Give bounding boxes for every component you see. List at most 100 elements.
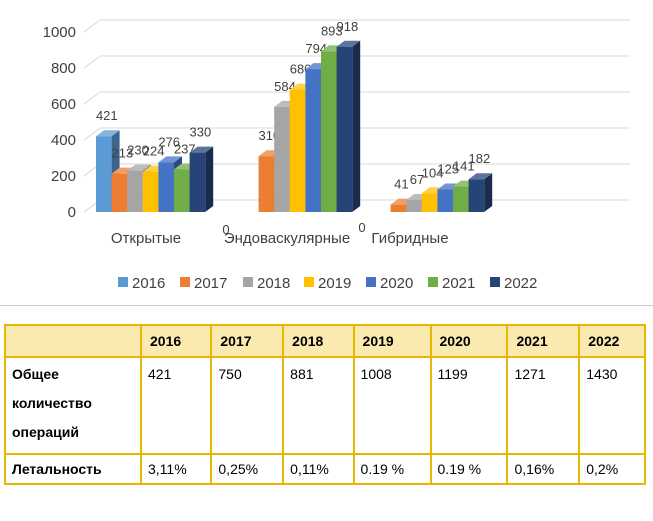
data-label: 141 [453, 159, 475, 174]
legend-label: 2020 [380, 275, 413, 292]
data-label: 104 [422, 165, 444, 180]
bar-top [96, 130, 120, 137]
table-cell: 1008 [352, 356, 432, 455]
table-cell: 0,25% [210, 453, 285, 485]
table-header-cell: 2018 [282, 324, 355, 358]
table-cell: 0.19 % [352, 453, 432, 485]
legend-swatch [180, 277, 190, 287]
gridline [83, 127, 101, 141]
data-label: 0 [358, 220, 365, 235]
table-row: Летальность 3,11% 0,25% 0,11% 0.19 % 0.1… [4, 453, 646, 485]
data-label: 276 [158, 134, 180, 149]
legend-label: 2019 [318, 275, 351, 292]
x-category-label: Открытые [111, 230, 181, 247]
bar [468, 179, 485, 212]
table-cell: 1199 [429, 356, 509, 455]
data-label: 213 [112, 146, 134, 161]
bar-chart: 0 200 400 600 800 1000 421 213 310 41 230 584 67 224 6… [43, 19, 630, 292]
table-cell: 0,2% [578, 453, 646, 485]
data-label: 918 [337, 19, 359, 34]
bar [406, 199, 422, 212]
data-label: 421 [96, 108, 118, 123]
data-label: 893 [321, 23, 343, 38]
bar [111, 173, 128, 212]
gridline [83, 91, 101, 105]
y-tick-label: 800 [51, 60, 76, 77]
legend-label: 2022 [504, 275, 537, 292]
bar [158, 162, 174, 212]
row-label: Общее количество операций [4, 356, 142, 455]
bar-top [437, 183, 461, 190]
bar [189, 152, 206, 212]
table-row: Общее количество операций 421 750 881 10… [4, 356, 646, 455]
y-tick-label: 600 [51, 96, 76, 113]
legend-label: 2016 [132, 275, 165, 292]
table-cell: 750 [210, 356, 285, 455]
table-header-cell: 2019 [352, 324, 432, 358]
table-header-cell [4, 324, 142, 358]
bar-side [205, 146, 214, 212]
gridline [83, 55, 101, 69]
y-tick-label: 400 [51, 132, 76, 149]
data-label: 0 [222, 222, 229, 237]
legend-swatch [118, 277, 128, 287]
table-cell: 0,16% [506, 453, 581, 485]
bar-top [468, 173, 493, 180]
gridline [83, 19, 101, 33]
bar [390, 204, 407, 212]
legend-swatch [490, 277, 500, 287]
y-tick-label: 0 [68, 204, 76, 221]
bar-top [158, 156, 182, 163]
bar [142, 171, 159, 212]
bar [274, 106, 290, 212]
table-header-cell: 2016 [139, 324, 213, 358]
legend-swatch [304, 277, 314, 287]
bar [127, 170, 143, 212]
legend-swatch [243, 277, 253, 287]
bar [336, 46, 353, 213]
x-category-label: Гибридные [371, 230, 448, 247]
legend-swatch [428, 277, 438, 287]
bar [305, 69, 321, 212]
table-header-cell: 2017 [210, 324, 285, 358]
y-tick-label: 200 [51, 168, 76, 185]
legend-label: 2018 [257, 275, 290, 292]
bar [321, 51, 337, 213]
bar [421, 193, 438, 212]
bar-side [484, 173, 493, 212]
y-tick-label: 1000 [43, 24, 76, 41]
table-header-cell: 2020 [429, 324, 509, 358]
table-cell: 0.19 % [429, 453, 509, 485]
table-cell: 1430 [578, 356, 646, 455]
data-label: 230 [127, 143, 149, 158]
table-header-row: 2016 2017 2018 2019 2020 2021 2022 [4, 324, 646, 358]
bar [453, 186, 469, 212]
bar-side [352, 40, 361, 213]
bar [289, 89, 306, 212]
data-label: 125 [437, 162, 459, 177]
table-header-cell: 2022 [578, 324, 646, 358]
row-label: Летальность [4, 453, 142, 485]
table-header-cell: 2021 [506, 324, 581, 358]
x-category-label: Эндоваскулярные [224, 230, 350, 247]
data-label: 330 [190, 125, 212, 140]
bar [258, 156, 275, 212]
data-label: 67 [410, 172, 424, 187]
bar [96, 136, 112, 212]
data-label: 182 [469, 151, 491, 166]
table-cell: 3,11% [139, 453, 213, 485]
bar-top [127, 164, 151, 171]
divider-line [0, 305, 653, 306]
legend-label: 2017 [194, 275, 227, 292]
bar-top [336, 40, 361, 47]
table-cell: 881 [282, 356, 355, 455]
bar-top [189, 146, 214, 153]
legend-swatch [366, 277, 376, 287]
data-table: 2016 2017 2018 2019 2020 2021 2022 Общее… [4, 324, 646, 485]
data-label: 41 [394, 177, 408, 192]
bar [174, 169, 190, 212]
table-cell: 1271 [506, 356, 581, 455]
table-cell: 0,11% [282, 453, 355, 485]
legend-label: 2021 [442, 275, 475, 292]
bar [437, 189, 453, 212]
